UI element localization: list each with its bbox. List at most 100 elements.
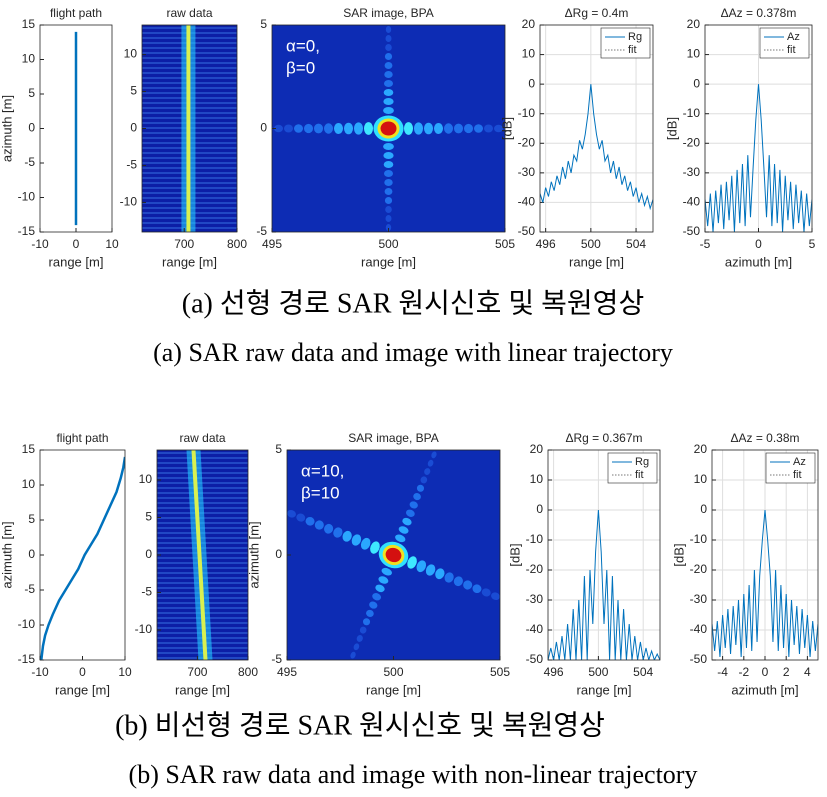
series-line bbox=[705, 84, 812, 232]
sidelobe bbox=[384, 179, 393, 186]
sidelobe bbox=[383, 98, 394, 105]
y-tick-label: 20 bbox=[522, 17, 536, 31]
x-axis-label: range [m] bbox=[366, 682, 421, 697]
x-tick-label: 495 bbox=[262, 237, 282, 251]
y-tick-label: 5 bbox=[28, 512, 35, 526]
sidelobe bbox=[494, 124, 503, 133]
sidelobe bbox=[514, 125, 523, 131]
x-tick-label: 2 bbox=[783, 665, 790, 679]
sidelobe bbox=[381, 567, 392, 576]
y-tick-label: -20 bbox=[518, 135, 536, 149]
heatmap-stripe bbox=[157, 482, 248, 484]
sidelobe bbox=[453, 576, 463, 587]
y-tick-label: -10 bbox=[18, 190, 36, 204]
mainlobe-core bbox=[380, 121, 397, 136]
heatmap-stripe bbox=[157, 472, 248, 474]
sidelobe bbox=[384, 71, 393, 78]
legend-box bbox=[759, 27, 810, 59]
sidelobe bbox=[386, 269, 391, 276]
sidelobe bbox=[370, 541, 380, 554]
sidelobe bbox=[416, 560, 427, 573]
sidelobe bbox=[484, 124, 493, 133]
x-axis-label: range [m] bbox=[577, 682, 632, 697]
y-tick-label: -30 bbox=[518, 165, 536, 179]
sidelobe bbox=[454, 123, 463, 134]
legend-label: fit bbox=[635, 469, 644, 481]
legend-label: fit bbox=[628, 44, 637, 56]
annotation: β=10 bbox=[301, 483, 340, 502]
y-tick-label: -30 bbox=[683, 165, 701, 179]
sidelobe bbox=[336, 684, 343, 692]
x-tick-label: 505 bbox=[490, 665, 510, 679]
x-tick-label: 0 bbox=[73, 237, 80, 251]
heatmap-stripe bbox=[157, 452, 248, 454]
sidelobe bbox=[444, 123, 453, 134]
x-axis-label: range [m] bbox=[55, 682, 110, 697]
sidelobe bbox=[274, 124, 283, 133]
y-tick-label: -50 bbox=[683, 224, 701, 238]
x-tick-label: 505 bbox=[495, 237, 515, 251]
axes-frame bbox=[271, 24, 506, 233]
sidelobe bbox=[472, 584, 482, 594]
chart-title: ΔAz = 0.38m bbox=[730, 431, 799, 445]
y-tick-label: -20 bbox=[690, 562, 708, 576]
sidelobe bbox=[440, 426, 447, 434]
y-tick-label: -40 bbox=[690, 622, 708, 636]
series-line bbox=[548, 509, 660, 660]
x-tick-label: 495 bbox=[277, 665, 297, 679]
sidelobe bbox=[416, 484, 425, 492]
sidelobe bbox=[343, 668, 350, 676]
sidelobe bbox=[384, 170, 393, 177]
x-axis-label: range [m] bbox=[162, 254, 217, 269]
axes-background bbox=[540, 25, 653, 232]
y-tick-label: -50 bbox=[518, 224, 536, 238]
y-tick-label: -15 bbox=[18, 224, 36, 238]
chart-title: SAR image, BPA bbox=[348, 431, 438, 445]
sidelobe bbox=[407, 556, 417, 569]
sidelobe bbox=[324, 523, 334, 534]
sidelobe bbox=[405, 509, 415, 517]
sidelobe bbox=[527, 607, 537, 615]
sidelobe bbox=[491, 592, 500, 601]
sidelobe bbox=[350, 651, 356, 659]
sidelobe bbox=[383, 143, 394, 150]
sidelobe bbox=[339, 676, 346, 684]
sidelobe bbox=[375, 584, 385, 593]
sidelobe bbox=[314, 123, 323, 134]
axes-frame bbox=[141, 24, 238, 233]
x-tick-label: 500 bbox=[588, 665, 608, 679]
sidelobe bbox=[344, 122, 353, 135]
x-tick-label: 5 bbox=[809, 237, 816, 251]
subplot: 700 800 -10 -5 0 5 10 raw data range [m] bbox=[135, 431, 259, 697]
y-tick-label: -40 bbox=[526, 622, 544, 636]
sidelobe bbox=[444, 572, 454, 583]
y-tick-label: 10 bbox=[522, 47, 536, 61]
legend-box bbox=[607, 452, 658, 484]
caption-english: (b) SAR raw data and image with non-line… bbox=[129, 760, 698, 789]
sidelobe bbox=[351, 534, 362, 546]
y-tick-label: -5 bbox=[271, 652, 282, 666]
y-tick-label: 10 bbox=[694, 472, 708, 486]
x-tick-label: -5 bbox=[700, 237, 711, 251]
sidelobe bbox=[481, 588, 491, 597]
x-tick-label: 800 bbox=[238, 665, 258, 679]
x-tick-label: 496 bbox=[544, 665, 564, 679]
heatmap-stripe bbox=[157, 457, 248, 459]
y-axis-label: [dB] bbox=[507, 543, 522, 566]
sidelobe bbox=[384, 188, 393, 195]
x-tick-label: 504 bbox=[633, 665, 653, 679]
sidelobe bbox=[294, 124, 303, 133]
sidelobe bbox=[413, 493, 421, 501]
sar-image bbox=[277, 426, 537, 692]
sidelobe bbox=[427, 459, 434, 467]
y-tick-label: -10 bbox=[518, 106, 536, 120]
sidelobe bbox=[354, 122, 363, 135]
x-axis-label: range [m] bbox=[49, 254, 104, 269]
x-axis-label: range [m] bbox=[569, 254, 624, 269]
sidelobe bbox=[402, 517, 412, 526]
sidelobe bbox=[277, 505, 288, 515]
heatmap bbox=[142, 25, 237, 232]
